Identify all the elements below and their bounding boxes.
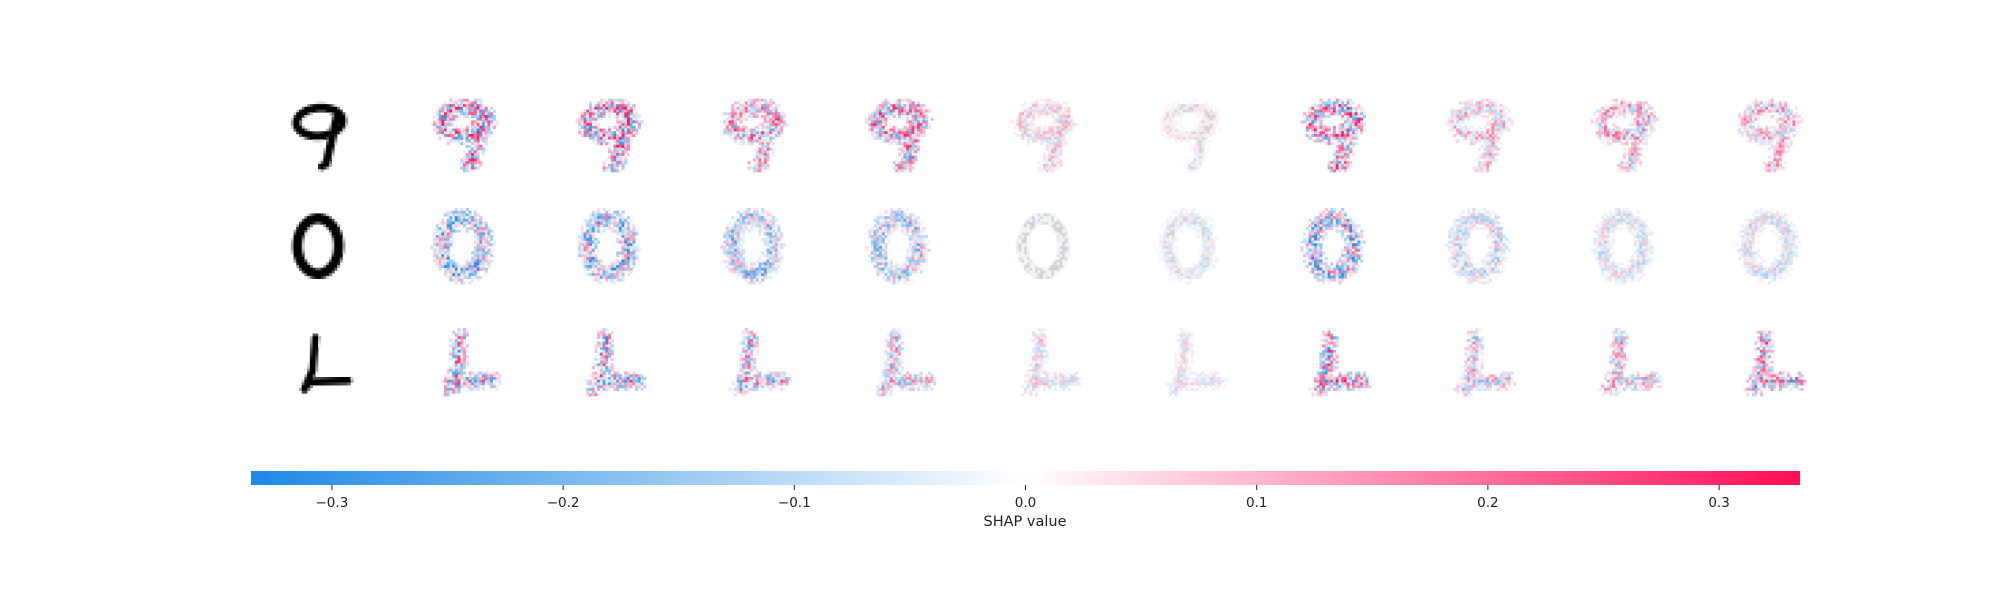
shap-panel-r2-c8 <box>1445 208 1511 285</box>
original-image-3 <box>299 333 354 394</box>
shap-panel-r3-c9 <box>1598 328 1662 397</box>
shap-panel-r2-c9 <box>1590 208 1654 285</box>
colorbar-tick-label: 0.1 <box>1246 495 1267 511</box>
shap-panel-r2-c10 <box>1735 208 1801 285</box>
shap-panel-r1-c4 <box>865 98 934 173</box>
colorbar-label: SHAP value <box>984 514 1067 530</box>
shap-panel-r1-c8 <box>1445 98 1514 173</box>
image-grid <box>290 98 1807 397</box>
shap-panel-r1-c5 <box>1010 98 1079 173</box>
shap-panel-r2-c1 <box>430 208 496 285</box>
original-image-2 <box>290 213 346 279</box>
shap-panel-r2-c5 <box>1015 208 1071 279</box>
shap-panel-r3-c8 <box>1453 328 1517 397</box>
shap-panel-r3-c6 <box>1166 328 1227 397</box>
shap-panel-r2-c4 <box>865 208 931 285</box>
shap-panel-r1-c9 <box>1590 98 1659 173</box>
colorbar: −0.3 −0.2 −0.1 0.0 0.1 0.2 0.3 SHAP value <box>251 471 1800 530</box>
shap-panel-r1-c10 <box>1735 98 1804 173</box>
shap-panel-r3-c3 <box>728 328 792 397</box>
shap-panel-r1-c7 <box>1300 98 1366 173</box>
colorbar-tick-label: 0.3 <box>1708 495 1729 511</box>
colorbar-tick-label: 0.2 <box>1477 495 1498 511</box>
shap-panel-r2-c6 <box>1155 208 1219 285</box>
colorbar-tick-label: −0.1 <box>778 495 811 511</box>
shap-panel-r1-c1 <box>430 98 499 173</box>
shap-panel-r2-c2 <box>578 208 641 285</box>
colorbar-gradient <box>251 471 1800 485</box>
shap-panel-r3-c7 <box>1308 328 1372 397</box>
original-image-1 <box>290 101 349 173</box>
shap-panel-r3-c5 <box>1021 328 1082 397</box>
colorbar-tick-label: 0.0 <box>1015 495 1036 511</box>
colorbar-tick-label: −0.2 <box>547 495 580 511</box>
colorbar-tick-label: −0.3 <box>316 495 349 511</box>
shap-panel-r3-c10 <box>1743 328 1807 397</box>
shap-panel-r3-c1 <box>441 328 502 397</box>
shap-panel-r1-c3 <box>723 98 789 173</box>
shap-panel-r2-c7 <box>1300 208 1366 285</box>
shap-panel-r1-c2 <box>575 98 644 173</box>
shap-panel-r3-c2 <box>586 328 647 397</box>
shap-panel-r1-c6 <box>1158 98 1221 173</box>
shap-panel-r3-c4 <box>876 328 937 397</box>
colorbar-ticks: −0.3 −0.2 −0.1 0.0 0.1 0.2 0.3 <box>316 485 1730 511</box>
shap-panel-r2-c3 <box>720 208 786 285</box>
